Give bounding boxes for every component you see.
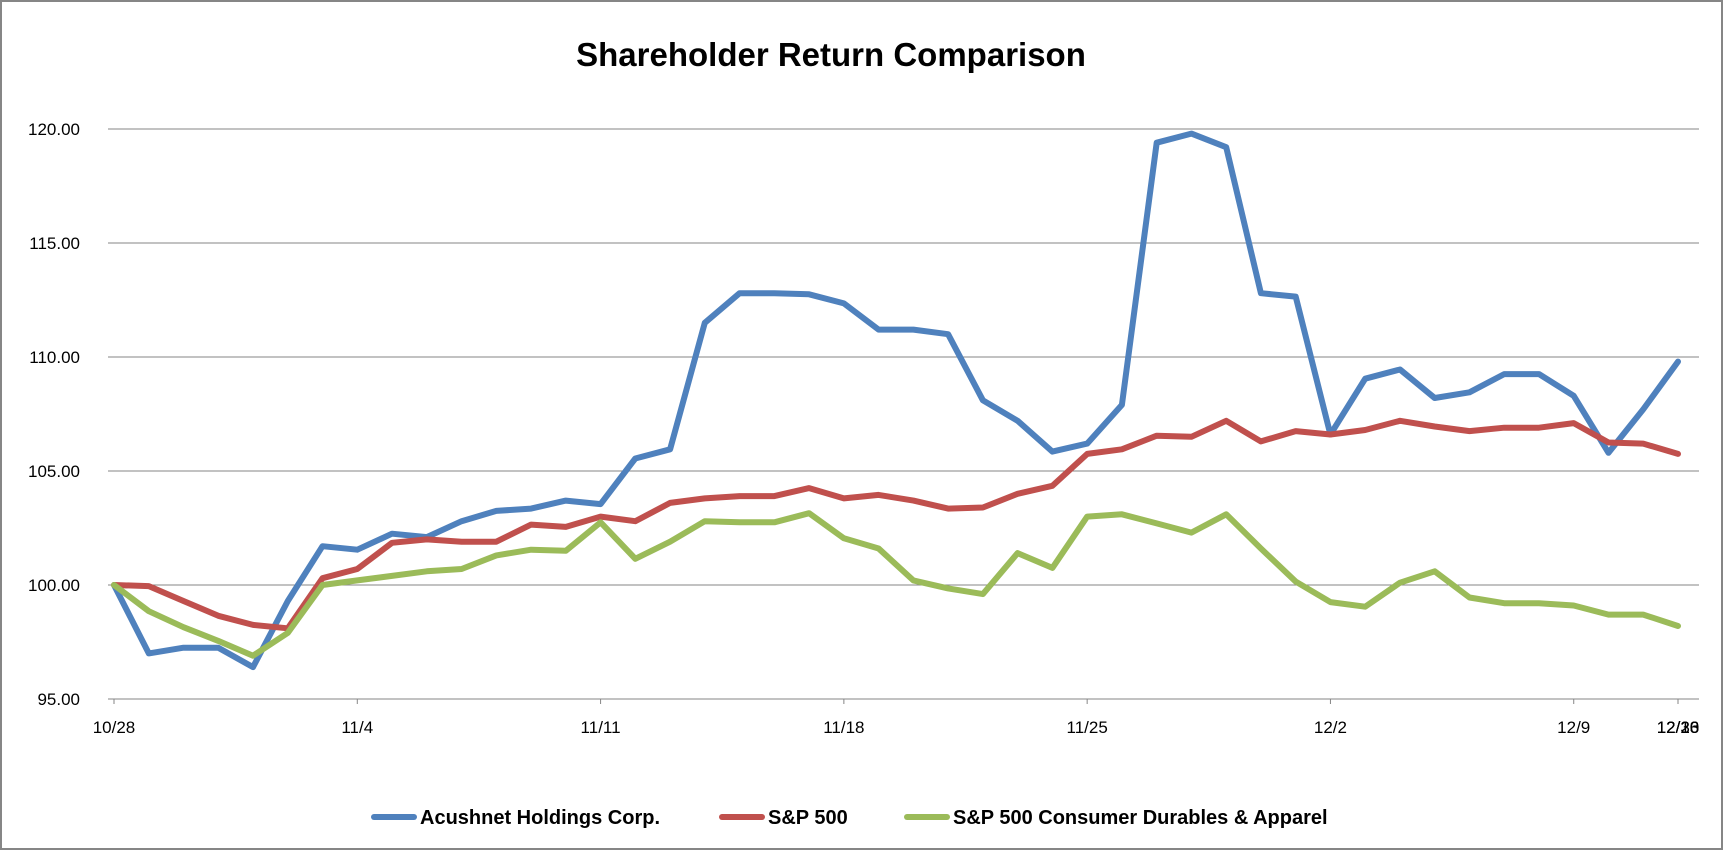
series-line-2 <box>114 513 1678 656</box>
y-tick-label: 105.00 <box>28 462 80 481</box>
gridlines <box>108 129 1699 699</box>
y-tick-label: 95.00 <box>37 690 80 709</box>
x-tick-label: 10/28 <box>93 718 136 737</box>
x-tick-label: 12/30 <box>1657 718 1700 737</box>
x-tick-label: 12/2 <box>1314 718 1347 737</box>
x-tick-label: 11/25 <box>1067 718 1108 737</box>
legend-label-0: Acushnet Holdings Corp. <box>420 807 660 829</box>
legend: Acushnet Holdings Corp. S&P 500 S&P 500 Co… <box>374 807 1328 829</box>
series-line-1 <box>114 421 1678 629</box>
y-tick-label: 120.00 <box>28 120 80 139</box>
y-tick-label: 100.00 <box>28 576 80 595</box>
x-tick-label: 11/11 <box>581 718 621 737</box>
chart-title: Shareholder Return Comparison <box>576 36 1086 73</box>
series-line-0 <box>114 134 1678 668</box>
legend-label-1: S&P 500 <box>768 807 848 829</box>
legend-label-2: S&P 500 Consumer Durables & Apparel <box>953 807 1328 829</box>
x-tick-label: 12/9 <box>1557 718 1590 737</box>
y-tick-label: 110.00 <box>29 348 80 367</box>
x-tick-label: 11/18 <box>823 718 864 737</box>
y-tick-label: 115.00 <box>29 234 80 253</box>
series-lines <box>114 134 1678 668</box>
x-tick-label: 11/4 <box>341 718 373 737</box>
